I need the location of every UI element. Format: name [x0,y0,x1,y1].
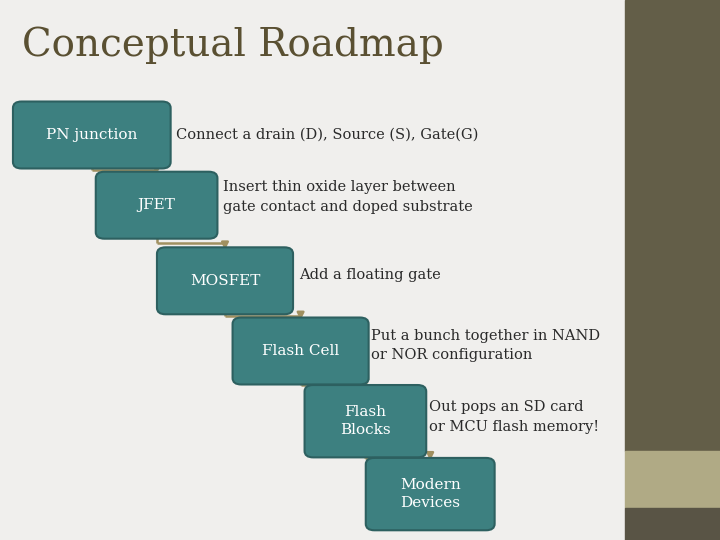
Text: Modern
Devices: Modern Devices [400,478,461,510]
FancyBboxPatch shape [96,172,217,239]
FancyBboxPatch shape [233,318,369,384]
Text: Flash Cell: Flash Cell [262,344,339,358]
Text: JFET: JFET [138,198,176,212]
FancyBboxPatch shape [13,102,171,168]
Text: Put a bunch together in NAND
or NOR configuration: Put a bunch together in NAND or NOR conf… [371,329,600,362]
FancyBboxPatch shape [157,247,293,314]
Text: Out pops an SD card
or MCU flash memory!: Out pops an SD card or MCU flash memory! [429,400,599,434]
Bar [625,451,720,508]
Text: Conceptual Roadmap: Conceptual Roadmap [22,27,444,64]
Text: Connect a drain (D), Source (S), Gate(G): Connect a drain (D), Source (S), Gate(G) [176,128,479,142]
Text: Flash
Blocks: Flash Blocks [340,405,391,437]
Bar [625,508,720,540]
Text: PN junction: PN junction [46,128,138,142]
FancyBboxPatch shape [305,385,426,457]
Text: MOSFET: MOSFET [190,274,260,288]
Bar [625,0,720,451]
Text: Insert thin oxide layer between
gate contact and doped substrate: Insert thin oxide layer between gate con… [223,180,473,214]
FancyBboxPatch shape [366,458,495,530]
Text: Add a floating gate: Add a floating gate [299,268,441,282]
